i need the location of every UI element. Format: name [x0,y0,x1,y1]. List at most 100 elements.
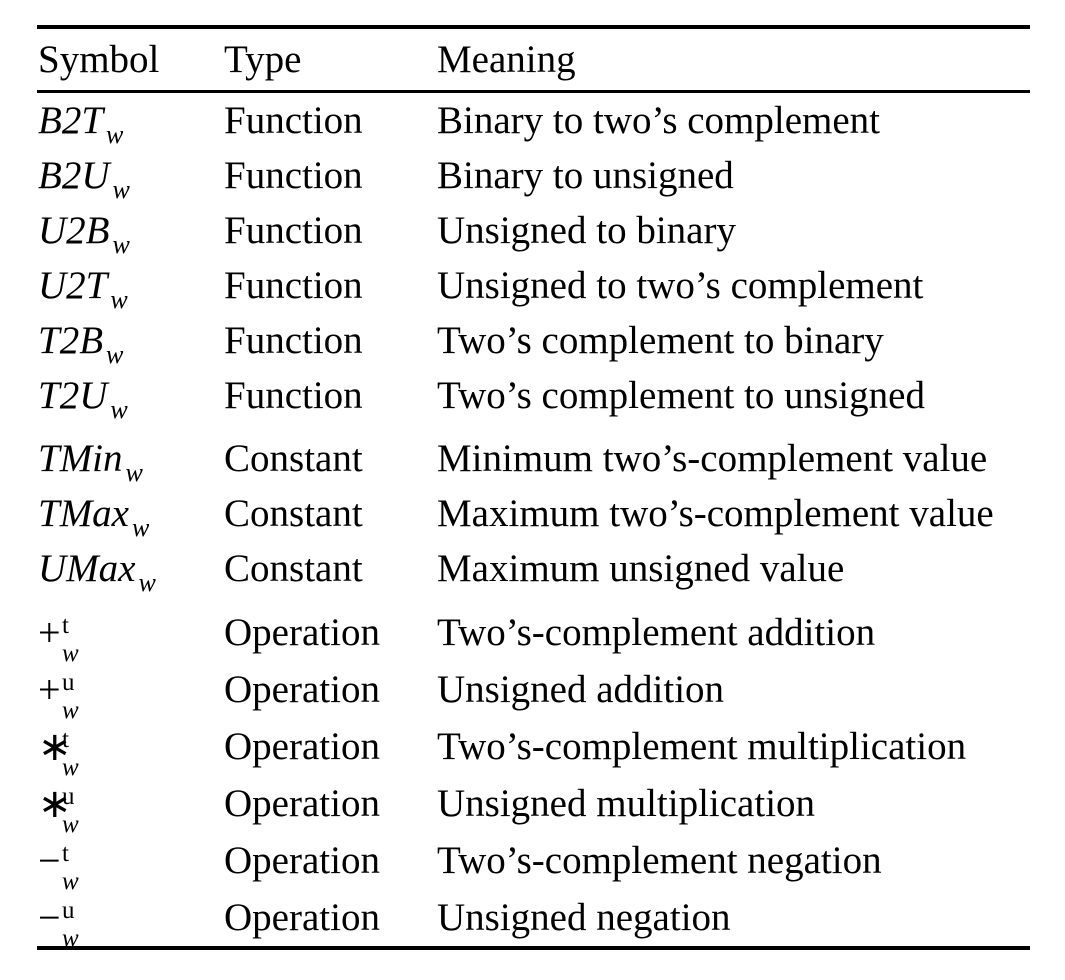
meaning-cell: Unsigned to binary [437,209,736,252]
type-cell: Operation [224,611,380,654]
meaning-cell: Unsigned negation [437,896,731,939]
operator-glyph: + [38,609,61,655]
operator-glyph: + [38,666,61,712]
table-row: ∗ t w Operation Two’s-complement multiplic… [37,718,1030,780]
symbol-cell: TMax w [37,492,224,541]
type-cell: Constant [224,547,363,590]
symbol-subscript: w [138,568,156,597]
symbol-subscript: w [132,513,150,542]
symbol-cell: B2T w [37,99,224,148]
operator-symbol: + t w [38,609,79,666]
operator-glyph: ∗ [38,723,72,769]
operator-symbol: ∗ u w [38,780,79,837]
symbol-subscript: w [112,230,130,259]
symbol-base: TMax [38,492,129,535]
meaning-cell: Two’s-complement addition [437,611,876,654]
symbol-base: UMax [38,547,136,590]
operator-superscript: t [62,725,69,753]
symbol-cell: TMin w [37,437,224,486]
table-header-row: Symbol Type Meaning [37,29,1030,93]
symbol-cell: UMax w [37,547,224,596]
header-meaning: Meaning [437,38,576,81]
meaning-cell: Two’s complement to unsigned [437,374,925,417]
symbol-cell: + t w [37,609,224,666]
operator-superscript: t [62,839,69,867]
symbol-base: U2T [38,264,108,307]
table-row: TMax w Constant Maximum two’s-complement … [37,486,1030,541]
table-row: − u w Operation Unsigned negation [37,889,1030,951]
symbol-base: B2T [38,99,104,142]
symbol-subscript: w [110,285,128,314]
type-cell: Function [224,154,363,197]
table-row: UMax w Constant Maximum unsigned value [37,541,1030,596]
table-row: ∗ u w Operation Unsigned multiplication [37,775,1030,837]
meaning-cell: Two’s-complement multiplication [437,725,967,768]
operator-superscript: u [62,668,75,696]
operator-subscript: w [62,639,79,667]
group-separator [37,596,1030,604]
symbol-base: T2U [38,374,108,417]
table-row: + u w Operation Unsigned addition [37,661,1030,723]
header-type: Type [224,38,302,81]
symbol-cell: U2T w [37,264,224,313]
operator-subscript: w [62,696,79,724]
header-symbol: Symbol [38,38,160,81]
operator-superscript: t [62,611,69,639]
symbol-cell: − u w [37,894,224,951]
operator-glyph: − [38,837,61,883]
symbol-subscript: w [112,175,130,204]
operator-symbol: − t w [38,837,79,894]
symbol-base: TMin [38,437,123,480]
symbol-base: T2B [38,319,104,362]
symbol-cell: U2B w [37,211,224,258]
type-cell: Function [224,319,363,362]
table-row: B2T w Function Binary to two’s complement [37,93,1030,148]
operator-subscript: w [62,753,79,781]
symbol-subscript: w [106,340,124,369]
group-separator [37,423,1030,431]
operator-glyph: ∗ [38,780,72,826]
meaning-cell: Two’s-complement negation [437,839,882,882]
operator-symbol: ∗ t w [38,723,79,780]
table-row: + t w Operation Two’s-complement addition [37,604,1030,666]
symbol-cell: − t w [37,837,224,894]
meaning-cell: Unsigned multiplication [437,782,816,825]
symbol-cell: + u w [37,666,224,723]
type-cell: Function [224,99,363,142]
notation-table: Symbol Type Meaning B2T w Function Binary… [37,25,1030,951]
type-cell: Operation [224,725,380,768]
type-cell: Operation [224,782,380,825]
symbol-cell: T2U w [37,374,224,423]
table-row: U2B w Function Unsigned to binary [37,203,1030,258]
table-row: U2T w Function Unsigned to two’s compleme… [37,258,1030,313]
meaning-cell: Minimum two’s-complement value [437,437,988,480]
type-cell: Function [224,374,363,417]
operator-symbol: − u w [38,894,79,951]
type-cell: Operation [224,668,380,711]
symbol-cell: T2B w [37,319,224,368]
meaning-cell: Maximum unsigned value [437,547,845,590]
type-cell: Function [224,264,363,307]
table-row: T2U w Function Two’s complement to unsign… [37,368,1030,423]
table-row: − t w Operation Two’s-complement negation [37,832,1030,894]
symbol-subscript: w [106,120,124,149]
type-cell: Function [224,209,363,252]
symbol-cell: ∗ u w [37,780,224,837]
symbol-subscript: w [110,395,128,424]
type-cell: Operation [224,839,380,882]
meaning-cell: Binary to unsigned [437,154,734,197]
operator-subscript: w [62,810,79,838]
operator-glyph: − [38,894,61,940]
type-cell: Constant [224,492,363,535]
table-row: TMin w Constant Minimum two’s-complement … [37,431,1030,486]
operator-superscript: u [62,896,75,924]
meaning-cell: Maximum two’s-complement value [437,492,994,535]
type-cell: Operation [224,896,380,939]
operator-subscript: w [62,867,79,895]
symbol-cell: ∗ t w [37,723,224,780]
meaning-cell: Two’s complement to binary [437,319,884,362]
type-cell: Constant [224,437,363,480]
table-row: B2U w Function Binary to unsigned [37,148,1030,203]
meaning-cell: Binary to two’s complement [437,99,881,142]
